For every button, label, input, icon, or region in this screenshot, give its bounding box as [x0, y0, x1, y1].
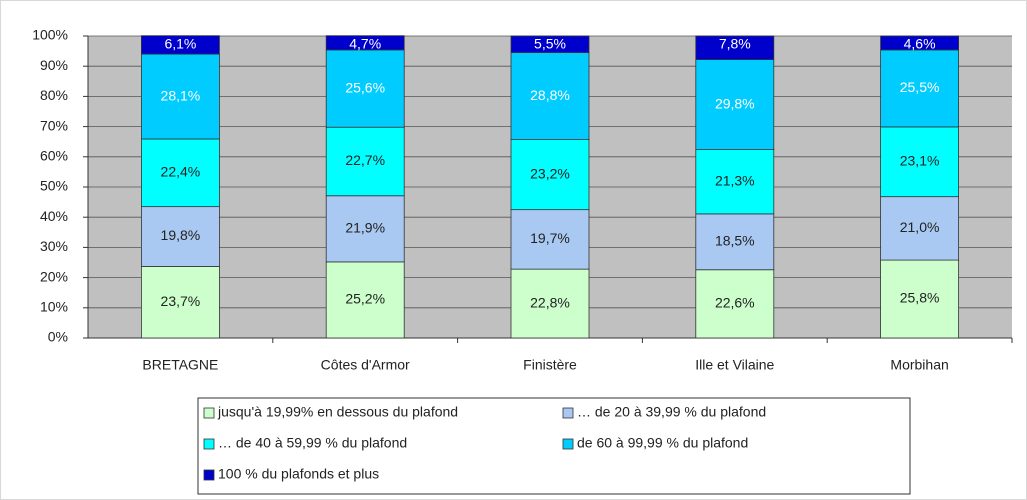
data-label: 5,5%: [534, 36, 566, 52]
data-label: 6,1%: [164, 35, 196, 51]
data-label: 21,9%: [345, 220, 385, 236]
bar-segment: [695, 149, 775, 215]
bar-segment: [695, 213, 775, 271]
bar-segment: [325, 49, 405, 128]
bar-segment: [325, 35, 405, 51]
data-label: 18,5%: [715, 233, 755, 249]
y-tick-label: 100%: [32, 27, 68, 43]
data-label: 19,8%: [161, 227, 201, 243]
data-label: 22,8%: [530, 294, 570, 310]
data-label: 29,8%: [715, 95, 755, 111]
data-label: 25,5%: [900, 79, 940, 95]
bar-segment: [140, 138, 220, 208]
legend-swatch: [203, 438, 215, 450]
bar-segment: [140, 53, 220, 140]
bar-segment: [695, 269, 775, 339]
legend-label: jusqu'à 19,99% en dessous du plafond: [217, 404, 458, 420]
x-tick-label: Morbihan: [890, 357, 948, 373]
bar-segment: [510, 139, 590, 211]
bar-segment: [510, 35, 590, 54]
legend-label: … de 40 à 59,99 % du plafond: [218, 435, 407, 451]
data-label: 28,1%: [161, 87, 201, 103]
legend-swatch: [562, 438, 574, 450]
x-tick-label: Ille et Vilaine: [695, 357, 774, 373]
y-tick-label: 60%: [40, 148, 68, 164]
data-label: 21,0%: [900, 219, 940, 235]
data-label: 7,8%: [719, 36, 751, 52]
x-tick-label: Côtes d'Armor: [321, 357, 410, 373]
data-label: 22,4%: [161, 164, 201, 180]
legend-swatch: [203, 469, 215, 481]
bar-segment: [880, 259, 959, 339]
data-label: 21,3%: [715, 172, 755, 188]
data-label: 22,6%: [715, 295, 755, 311]
bar-segment: [880, 49, 959, 128]
x-tick-label: BRETAGNE: [142, 357, 218, 373]
bar-segment: [510, 52, 590, 140]
bar-segment: [325, 126, 405, 197]
data-label: 23,2%: [530, 165, 570, 181]
y-tick-label: 30%: [40, 238, 68, 254]
bar-segment: [140, 35, 220, 55]
data-label: 19,7%: [530, 230, 570, 246]
bar-segment: [695, 59, 775, 150]
bar-segment: [510, 268, 590, 339]
legend-swatch: [562, 407, 574, 419]
legend-box: [197, 397, 911, 495]
data-label: 25,8%: [900, 290, 940, 306]
bar-segment: [880, 196, 959, 261]
x-tick-label: Finistère: [523, 357, 577, 373]
bar-segment: [510, 209, 590, 270]
data-label: 4,6%: [904, 36, 936, 52]
bar-segment: [140, 206, 220, 267]
bar-segment: [880, 35, 959, 51]
legend-label: … de 20 à 39,99 % du plafond: [577, 404, 766, 420]
legend-label: 100 % du plafonds et plus: [218, 466, 379, 482]
bar-segment: [695, 35, 775, 60]
y-tick-label: 90%: [40, 57, 68, 73]
data-label: 22,7%: [345, 152, 385, 168]
y-tick-label: 70%: [40, 117, 68, 133]
bar-segment: [325, 261, 405, 339]
data-label: 4,7%: [349, 35, 381, 51]
bar-segment: [325, 195, 405, 263]
y-tick-label: 10%: [40, 299, 68, 315]
legend-label: de 60 à 99,99 % du plafond: [577, 435, 748, 451]
data-label: 25,6%: [345, 79, 385, 95]
data-label: 28,8%: [530, 87, 570, 103]
data-label: 25,2%: [345, 291, 385, 307]
y-tick-label: 0%: [48, 329, 68, 345]
legend-swatch: [203, 407, 215, 419]
data-label: 23,1%: [900, 152, 940, 168]
bar-segment: [140, 266, 220, 339]
data-label: 23,7%: [161, 293, 201, 309]
y-tick-label: 80%: [40, 87, 68, 103]
y-tick-label: 20%: [40, 268, 68, 284]
y-tick-label: 50%: [40, 178, 68, 194]
y-tick-label: 40%: [40, 208, 68, 224]
